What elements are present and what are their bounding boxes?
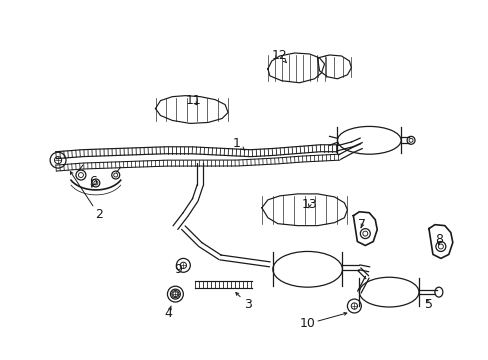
Text: 7: 7	[358, 218, 366, 231]
Text: 8: 8	[434, 233, 442, 246]
Text: 13: 13	[301, 198, 317, 211]
Text: 9: 9	[174, 263, 182, 276]
Text: 2: 2	[95, 208, 102, 221]
Text: 10: 10	[299, 318, 315, 330]
Text: 3: 3	[244, 297, 251, 311]
Text: 11: 11	[185, 94, 201, 107]
Text: 6: 6	[89, 175, 97, 189]
Text: 5: 5	[424, 297, 432, 311]
Text: 4: 4	[164, 307, 172, 320]
Text: 1: 1	[233, 137, 241, 150]
Text: 12: 12	[271, 49, 287, 63]
